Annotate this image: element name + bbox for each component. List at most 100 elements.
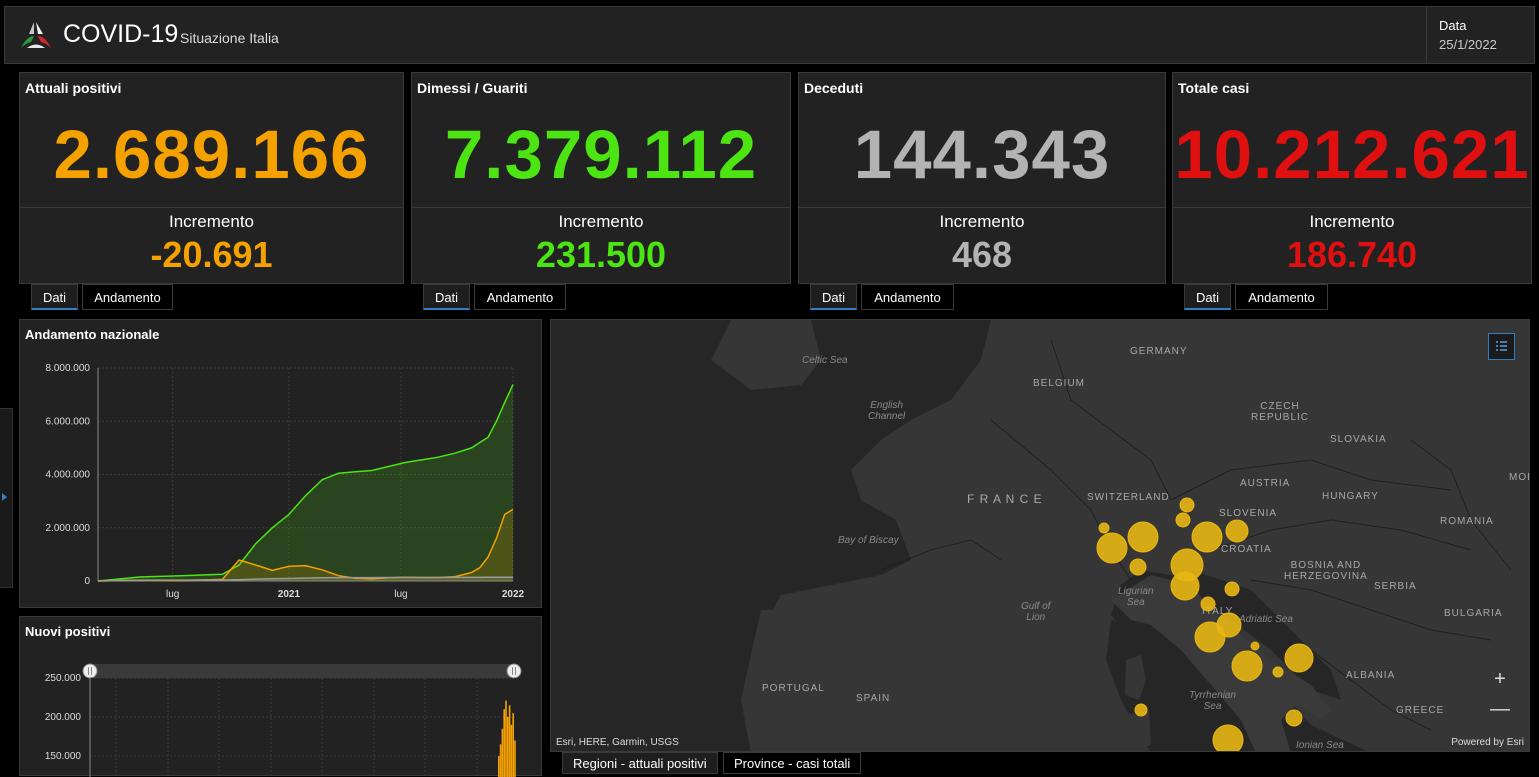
tab-andamento-dimessi[interactable]: Andamento: [474, 284, 566, 310]
y-tick-label: 0: [84, 576, 90, 587]
bubble-sardegna[interactable]: [1134, 703, 1148, 717]
bubble-marche[interactable]: [1224, 581, 1240, 597]
map-label-hungary: HUNGARY: [1322, 491, 1379, 502]
stat-value: 7.379.112: [444, 116, 758, 193]
map-label-adriatic-sea: Adriatic Sea: [1239, 614, 1293, 625]
stat-title: Deceduti: [804, 80, 864, 96]
bar: [510, 724, 513, 777]
panel-title: Andamento nazionale: [25, 327, 160, 342]
map-label-bosnia: BOSNIA AND HERZEGOVINA: [1284, 560, 1368, 582]
increment-label: Incremento: [939, 212, 1025, 231]
expand-arrow-icon: [2, 493, 7, 501]
tab-andamento-deceduti[interactable]: Andamento: [861, 284, 954, 310]
date-box: Data 25/1/2022: [1426, 7, 1534, 63]
app-header: COVID-19 Situazione Italia Data 25/1/202…: [4, 6, 1535, 64]
map-label-romania: ROMANIA: [1440, 516, 1494, 527]
tab-province-casi-totali[interactable]: Province - casi totali: [723, 752, 862, 774]
map-label-celtic-sea: Celtic Sea: [802, 355, 848, 366]
range-slider-handle-0: [82, 663, 98, 679]
bubble-campania[interactable]: [1231, 650, 1263, 682]
map-label-ligurian-sea: Ligurian Sea: [1118, 586, 1154, 608]
increment-label: Incremento: [1309, 212, 1395, 231]
map-label-czech: CZECH REPUBLIC: [1251, 401, 1310, 423]
y-tick-label: 4.000.000: [46, 470, 91, 481]
date-label: Data: [1439, 18, 1467, 33]
tab-andamento-totale[interactable]: Andamento: [1235, 284, 1328, 310]
tab-dati-dimessi[interactable]: Dati: [423, 284, 470, 310]
bar: [512, 713, 514, 777]
increment-value: -20.691: [150, 234, 273, 275]
tab-dati-totale[interactable]: Dati: [1184, 284, 1231, 310]
y-tick-label: 8.000.000: [46, 363, 91, 374]
tab-regioni-attuali-positivi[interactable]: Regioni - attuali positivi: [562, 752, 718, 774]
map-label-belgium: BELGIUM: [1033, 378, 1086, 389]
map-label-bulgaria: BULGARIA: [1444, 608, 1503, 619]
bubble-piemonte[interactable]: [1127, 521, 1159, 553]
increment-label: Incremento: [168, 212, 255, 231]
bar: [514, 740, 516, 777]
bubble-toscana[interactable]: [1170, 571, 1200, 601]
bubble-basilicata[interactable]: [1272, 666, 1284, 678]
bubble-friuli[interactable]: [1225, 519, 1249, 543]
nuovi-positivi-panel: Nuovi positivi 250.000 200.000 150.000: [19, 616, 542, 777]
series-line-1: [97, 508, 514, 582]
date-value: 25/1/2022: [1439, 37, 1497, 52]
x-tick-label: lug: [166, 589, 179, 600]
x-tick-label: lug: [394, 589, 407, 600]
y-tick-label: 150.000: [45, 751, 82, 762]
tab-dati-deceduti[interactable]: Dati: [810, 284, 857, 310]
powered-by-esri[interactable]: Powered by Esri: [1451, 737, 1524, 748]
increment-label: Incremento: [558, 212, 644, 231]
series-area-1: [98, 509, 513, 581]
map-view[interactable]: GERMANY BELGIUM CZECH REPUBLIC SLOVAKIA …: [550, 319, 1530, 752]
bubble-lombardia[interactable]: [1096, 532, 1128, 564]
y-tick-label: 2.000.000: [46, 523, 91, 534]
map-label-switzerland: SWITZERLAND: [1087, 492, 1170, 503]
stat-title: Totale casi: [1178, 80, 1250, 96]
map-label-germany: GERMANY: [1130, 346, 1188, 357]
y-tick-label: 200.000: [45, 712, 82, 723]
bubble-lazio[interactable]: [1194, 621, 1226, 653]
bubble-sicilia[interactable]: [1212, 724, 1244, 752]
bubble-trentino[interactable]: [1175, 512, 1191, 528]
zoom-out-button[interactable]: —: [1490, 698, 1510, 720]
map-label-bay-of-biscay: Bay of Biscay: [838, 535, 899, 546]
divider: [20, 207, 403, 208]
map-label-mol: MOL: [1509, 472, 1529, 483]
map-label-italy: ITALY: [1202, 606, 1234, 617]
legend-button[interactable]: [1488, 333, 1515, 360]
bubble-molise[interactable]: [1250, 641, 1260, 651]
map-label-greece: GREECE: [1396, 705, 1445, 716]
series-line-0: [97, 384, 514, 582]
bubble-valle-aosta[interactable]: [1098, 522, 1110, 534]
side-panel-handle[interactable]: [0, 408, 13, 588]
divider: [799, 207, 1165, 208]
bubble-liguria[interactable]: [1129, 558, 1147, 576]
stat-value: 10.212.621: [1174, 116, 1530, 193]
bubble-alto-adige[interactable]: [1179, 497, 1195, 513]
stat-value: 2.689.166: [53, 116, 370, 193]
bubble-veneto[interactable]: [1191, 521, 1223, 553]
stat-title: Dimessi / Guariti: [417, 80, 528, 96]
nuovi-positivi-chart: 250.000 200.000 150.000: [45, 663, 522, 777]
map-label-gulf-of-lion: Gulf of Lion: [1021, 601, 1051, 623]
divider: [1173, 207, 1531, 208]
bar: [503, 709, 505, 777]
bubble-umbria[interactable]: [1200, 596, 1216, 612]
map-label-austria: AUSTRIA: [1240, 478, 1291, 489]
app-title: COVID-19: [63, 20, 179, 48]
map-label-serbia: SERBIA: [1374, 581, 1417, 592]
andamento-chart: 8.000.000 6.000.000 4.000.000 2.000.000 0 lug…: [46, 363, 525, 600]
tab-andamento-attuali[interactable]: Andamento: [82, 284, 173, 310]
bar: [505, 700, 507, 777]
bubble-puglia[interactable]: [1284, 643, 1314, 673]
map-attribution: Esri, HERE, Garmin, USGS: [556, 737, 679, 748]
stat-title: Attuali positivi: [25, 80, 122, 96]
panel-title: Nuovi positivi: [25, 624, 111, 639]
bubble-calabria[interactable]: [1285, 709, 1303, 727]
zoom-in-button[interactable]: +: [1494, 668, 1506, 690]
divider: [412, 207, 790, 208]
tab-dati-attuali[interactable]: Dati: [31, 284, 78, 310]
series-area-0: [98, 384, 513, 581]
map-bubbles: [1096, 497, 1314, 752]
